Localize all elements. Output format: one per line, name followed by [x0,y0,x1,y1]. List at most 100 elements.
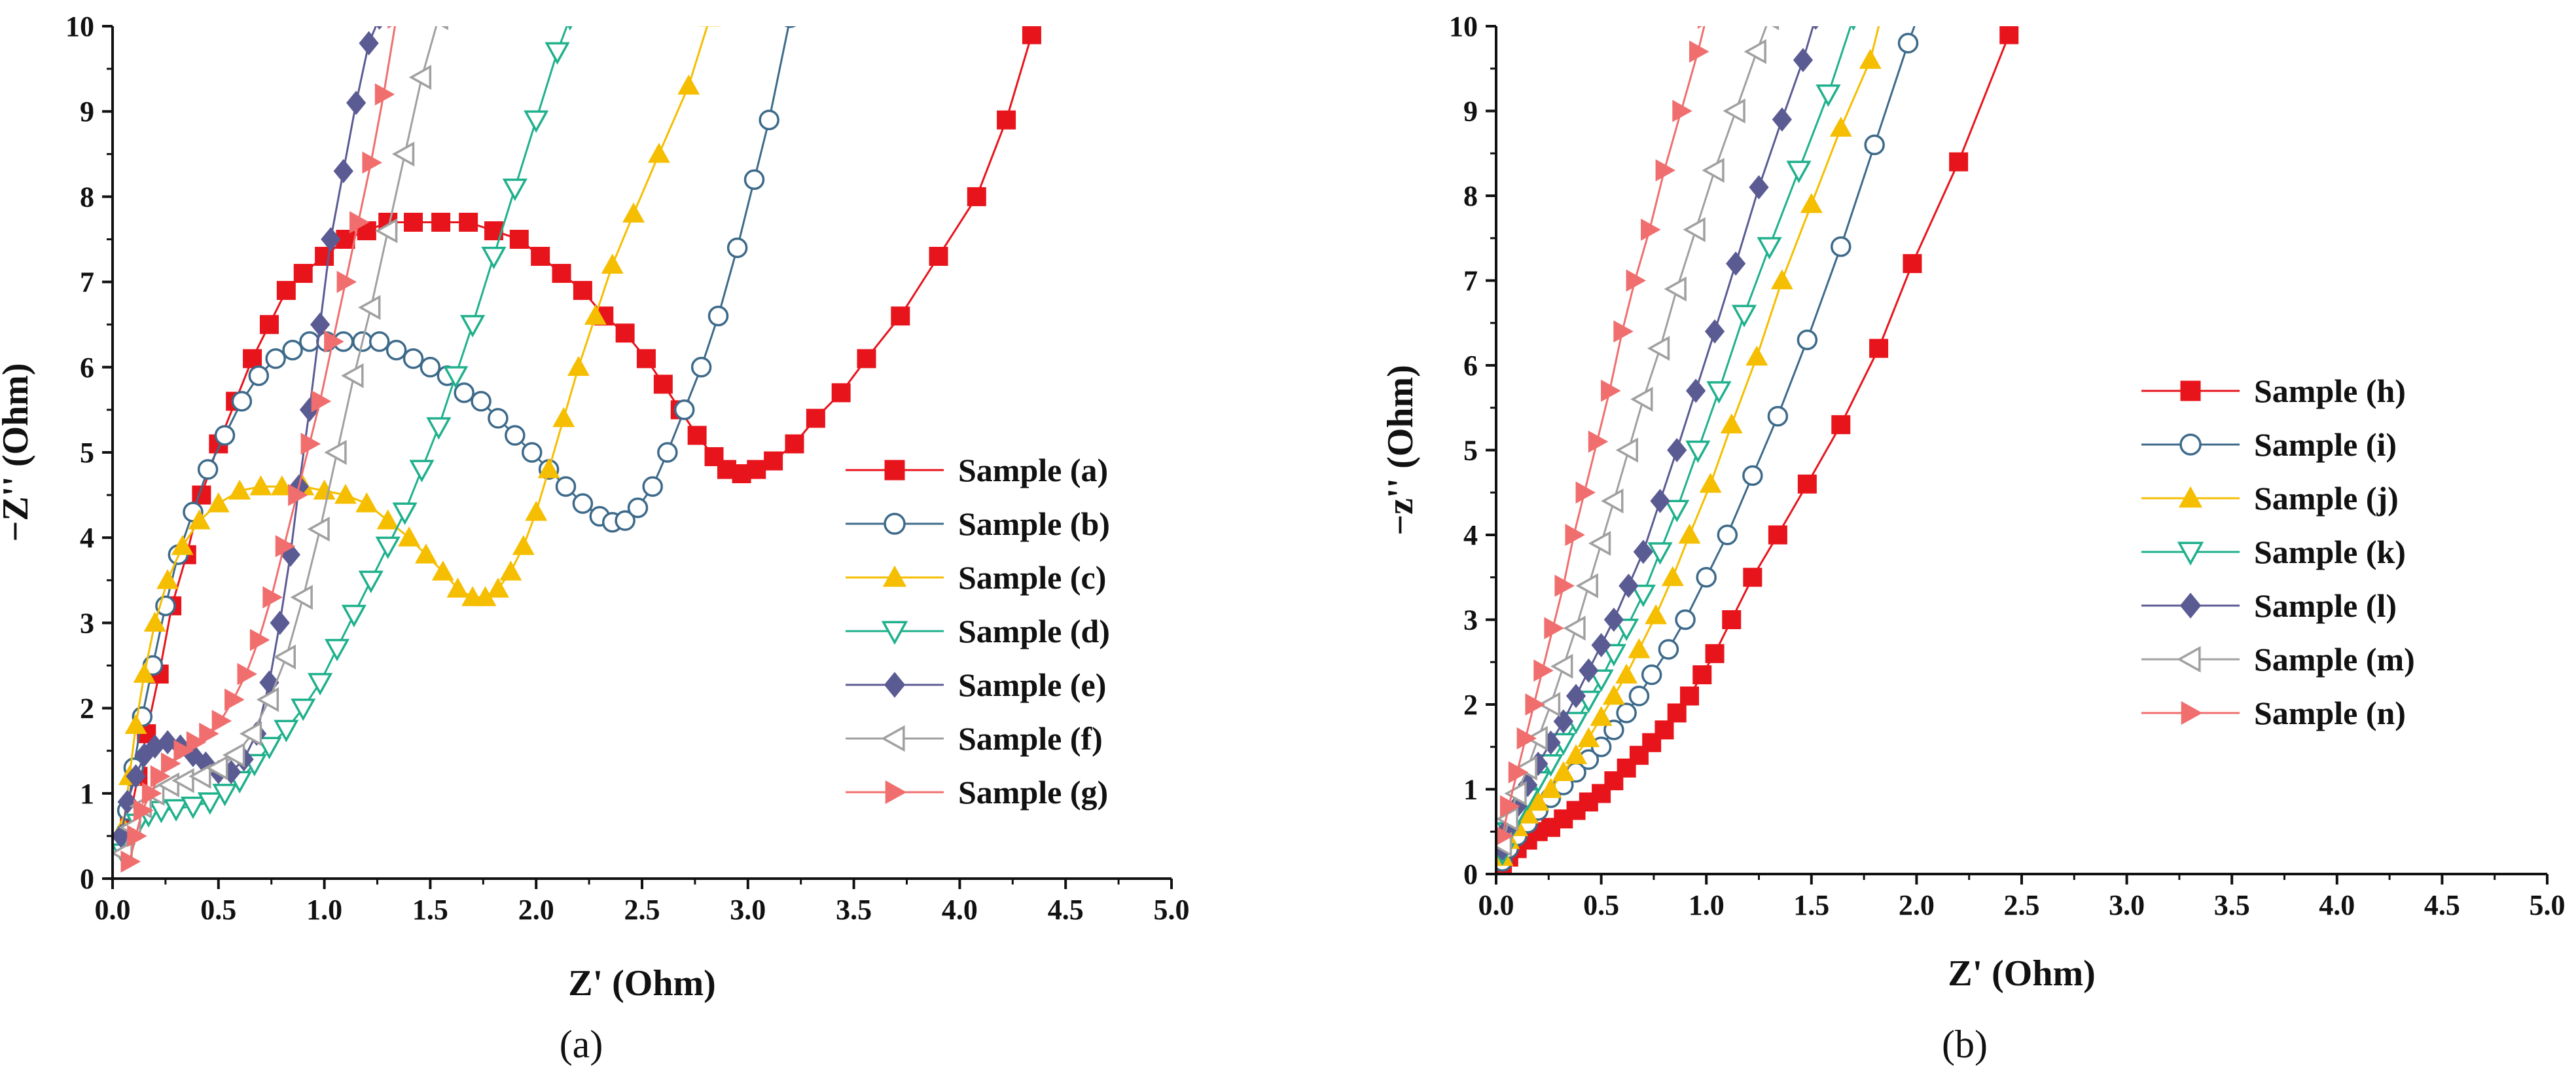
data-point [256,687,279,712]
data-point [1696,567,1717,588]
data-point [806,409,825,428]
data-point [1675,609,1696,630]
data-point [1035,0,1054,1]
x-tick-label: 2.0 [518,894,554,926]
y-tick-label: 1 [1463,774,1478,806]
data-point [764,451,783,471]
y-tick-label: 9 [1463,96,1478,128]
data-point [156,569,179,589]
data-point [1797,474,1817,494]
data-point [1514,756,1537,781]
data-point [1661,566,1684,587]
data-point [1683,217,1706,242]
data-point [552,264,571,283]
data-point [385,340,407,361]
data-point [1591,632,1611,657]
data-point [524,110,549,133]
data-point [454,382,474,403]
x-tick-label: 0.5 [200,894,236,926]
data-point [785,434,804,454]
data-point [414,543,437,564]
data-point [133,799,154,822]
x-axis-title: Z' (Ohm) [1948,953,2096,994]
data-point [276,281,296,301]
data-point [1630,386,1653,412]
data-point [120,850,141,873]
data-point [290,585,313,610]
data-point [1851,26,1856,31]
data-point [376,509,399,530]
y-tick-label: 8 [1463,180,1478,212]
series-3 [1496,26,1882,866]
data-point [374,218,398,244]
data-point [426,417,452,440]
data-point [141,782,162,805]
data-point [642,476,663,497]
data-point [1588,530,1611,557]
data-point [687,426,707,445]
data-point [180,796,206,820]
legend-marker [884,672,906,698]
data-point [673,399,695,420]
y-tick-label: 10 [65,10,94,43]
data-point [636,349,656,369]
x-tick-label: 0.0 [95,894,131,926]
data-point [336,270,357,293]
data-point [1613,320,1634,343]
data-point [133,663,156,683]
data-point [124,714,147,735]
data-point [164,799,189,822]
legend-label: Sample (k) [2254,534,2406,570]
data-point [1575,573,1598,598]
data-point [1678,523,1701,544]
legend-item: Sample (e) [846,666,1106,703]
data-point [1602,684,1625,705]
data-point [1647,542,1673,565]
data-point [321,227,341,251]
legend-item: Sample (f) [846,720,1103,757]
data-point [212,784,238,807]
data-point [707,305,729,327]
data-point [117,790,137,814]
data-point [358,570,384,594]
legend-label: Sample (f) [958,720,1103,757]
y-tick-label: 10 [1449,10,1478,43]
data-point [1800,192,1823,213]
data-point [1496,826,1514,846]
data-point [1588,430,1609,453]
data-point [1615,437,1638,463]
data-point [1537,691,1561,718]
data-point [1630,585,1656,608]
y-tick-label: 7 [1463,265,1478,297]
data-point [481,246,507,270]
data-point [197,792,223,815]
plot-area [113,0,1054,873]
series-5 [113,26,383,849]
data-point [505,425,526,446]
chart-panel-a: 0.0 0.5 1.0 1.5 2.0 2.5 3.0 3.5 4.0 4.5 5.0 0 1 2 3 4 5 6… [0,0,1190,1004]
legend-item: Sample (d) [846,613,1110,649]
series-line [120,26,377,837]
data-point [446,577,469,598]
data-point [1645,604,1668,625]
x-tick-label: 1.0 [1689,889,1725,921]
data-point [1664,500,1690,522]
legend-item: Sample (n) [2141,695,2406,731]
data-point [293,264,313,283]
data-point [224,688,245,711]
data-point [647,143,670,163]
data-point [1903,254,1922,274]
legend: Sample (h) Sample (i) Sample (j) Sample (k)… [2141,373,2415,731]
data-point [188,763,211,789]
y-tick-label: 3 [80,607,94,639]
series-1 [1496,26,2019,874]
legend-item: Sample (g) [846,774,1108,811]
data-point [567,26,573,31]
series-1 [120,0,1054,829]
data-point [443,366,469,389]
legend-marker [2180,380,2201,401]
data-point [1533,659,1554,682]
data-point [310,312,331,337]
data-point [759,109,779,130]
data-point [891,306,910,326]
